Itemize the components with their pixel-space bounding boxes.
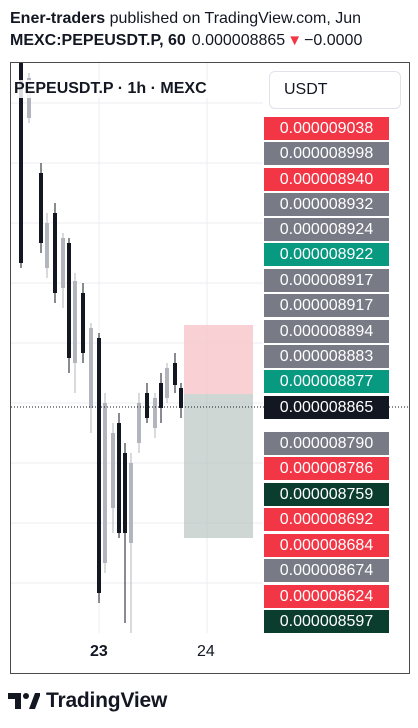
candle-body	[129, 463, 133, 543]
author-name[interactable]: Ener-traders	[10, 10, 106, 27]
candle-body	[179, 388, 183, 408]
price-label: 0.000008917	[264, 294, 389, 317]
candle-body	[159, 383, 163, 408]
price-label: 0.000008922	[264, 243, 389, 266]
candle-body	[27, 78, 31, 118]
candles	[19, 63, 183, 633]
price-label: 0.000008692	[264, 508, 389, 531]
price-change: −0.0000	[304, 32, 363, 49]
price-label: 0.000008674	[264, 559, 389, 582]
currency-button[interactable]: USDT	[269, 71, 401, 109]
price-label: 0.000008684	[264, 534, 389, 557]
price-label: 0.000008917	[264, 269, 389, 292]
tradingview-brand: TradingView	[46, 689, 168, 712]
candle-body	[81, 293, 85, 353]
candle-body	[53, 213, 57, 293]
published-text: published on TradingView.com, Jun	[109, 10, 362, 27]
price-label: 0.000008786	[264, 457, 389, 480]
candle-body	[123, 453, 127, 533]
price-label: 0.000008883	[264, 345, 389, 368]
candle-body	[89, 328, 93, 408]
price-label: 0.000009038	[264, 117, 389, 140]
symbol-legend[interactable]: PEPEUSDT.P · 1h · MEXC	[12, 80, 209, 98]
candle-body	[117, 423, 121, 533]
candle-body	[19, 63, 23, 263]
risk-zone	[184, 325, 253, 394]
last-price: 0.000008865	[191, 32, 286, 49]
price-label: 0.000008932	[264, 193, 389, 216]
price-label: 0.000008790	[264, 432, 389, 455]
candle-body	[153, 398, 157, 428]
candle-body	[111, 433, 115, 508]
candle-body	[97, 338, 101, 593]
time-label-24: 24	[197, 643, 215, 660]
candle-body	[73, 281, 77, 363]
down-arrow-icon: ▼	[287, 32, 303, 49]
candle-body	[165, 368, 169, 398]
candle-body	[39, 173, 43, 243]
candle-body	[173, 363, 177, 385]
price-label: 0.000008924	[264, 218, 389, 241]
price-label: 0.000008759	[264, 483, 389, 506]
candle-body	[103, 403, 107, 563]
time-label-23: 23	[90, 643, 108, 660]
candle-body	[145, 393, 149, 418]
candle-body	[67, 243, 71, 358]
candle-body	[137, 403, 141, 443]
price-label: 0.000008865	[264, 396, 389, 419]
symbol-title: MEXC:PEPEUSDT.P, 60	[10, 32, 186, 49]
tradingview-logo-icon	[8, 693, 40, 709]
candle-body	[45, 223, 49, 268]
header-line-1: Ener-traders published on TradingView.co…	[10, 8, 418, 30]
price-label: 0.000008998	[264, 142, 389, 165]
candle-body	[61, 238, 65, 288]
tradingview-footer[interactable]: TradingView	[8, 686, 167, 716]
price-label: 0.000008940	[264, 168, 389, 191]
price-label: 0.000008597	[264, 610, 389, 633]
reward-zone	[184, 394, 253, 538]
header-line-2: MEXC:PEPEUSDT.P, 60 0.000008865 ▼ −0.0000	[10, 30, 418, 52]
price-label: 0.000008894	[264, 320, 389, 343]
price-label: 0.000008877	[264, 370, 389, 393]
price-label: 0.000008624	[264, 585, 389, 608]
chart-header: Ener-traders published on TradingView.co…	[10, 8, 418, 58]
